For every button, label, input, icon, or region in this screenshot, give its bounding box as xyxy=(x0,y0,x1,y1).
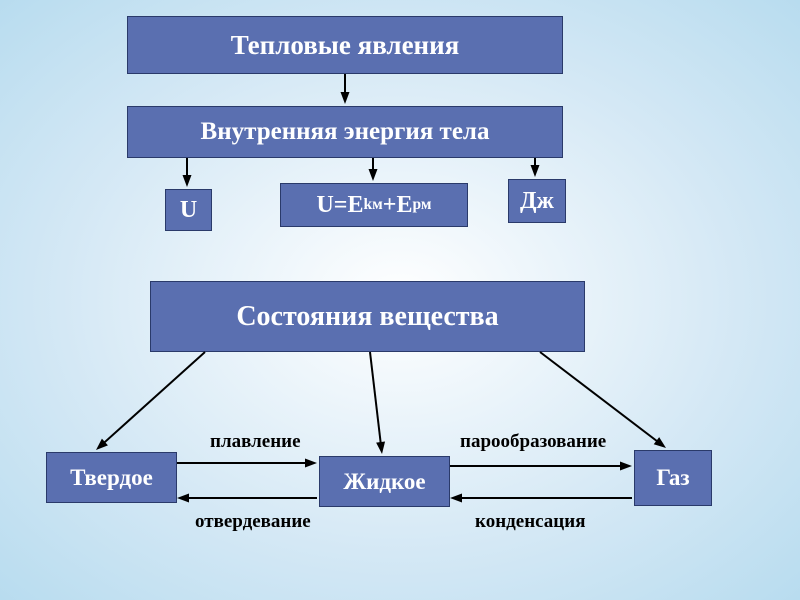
box-solid: Твердое xyxy=(46,452,177,503)
label-melting: плавление xyxy=(210,431,301,453)
box-liquid: Жидкое xyxy=(319,456,450,507)
label-condense: конденсация xyxy=(475,511,585,533)
box-states: Состояния вещества xyxy=(150,281,585,352)
box-thermal: Тепловые явления xyxy=(127,16,563,74)
label-solidify: отвердевание xyxy=(195,511,311,533)
box-internal-energy: Внутренняя энергия тела xyxy=(127,106,563,158)
box-u: U xyxy=(165,189,212,231)
box-j: Дж xyxy=(508,179,566,223)
box-formula: U=Ekм+Eрм xyxy=(280,183,468,227)
label-vaporize: парообразование xyxy=(460,431,606,453)
box-gas: Газ xyxy=(634,450,712,506)
